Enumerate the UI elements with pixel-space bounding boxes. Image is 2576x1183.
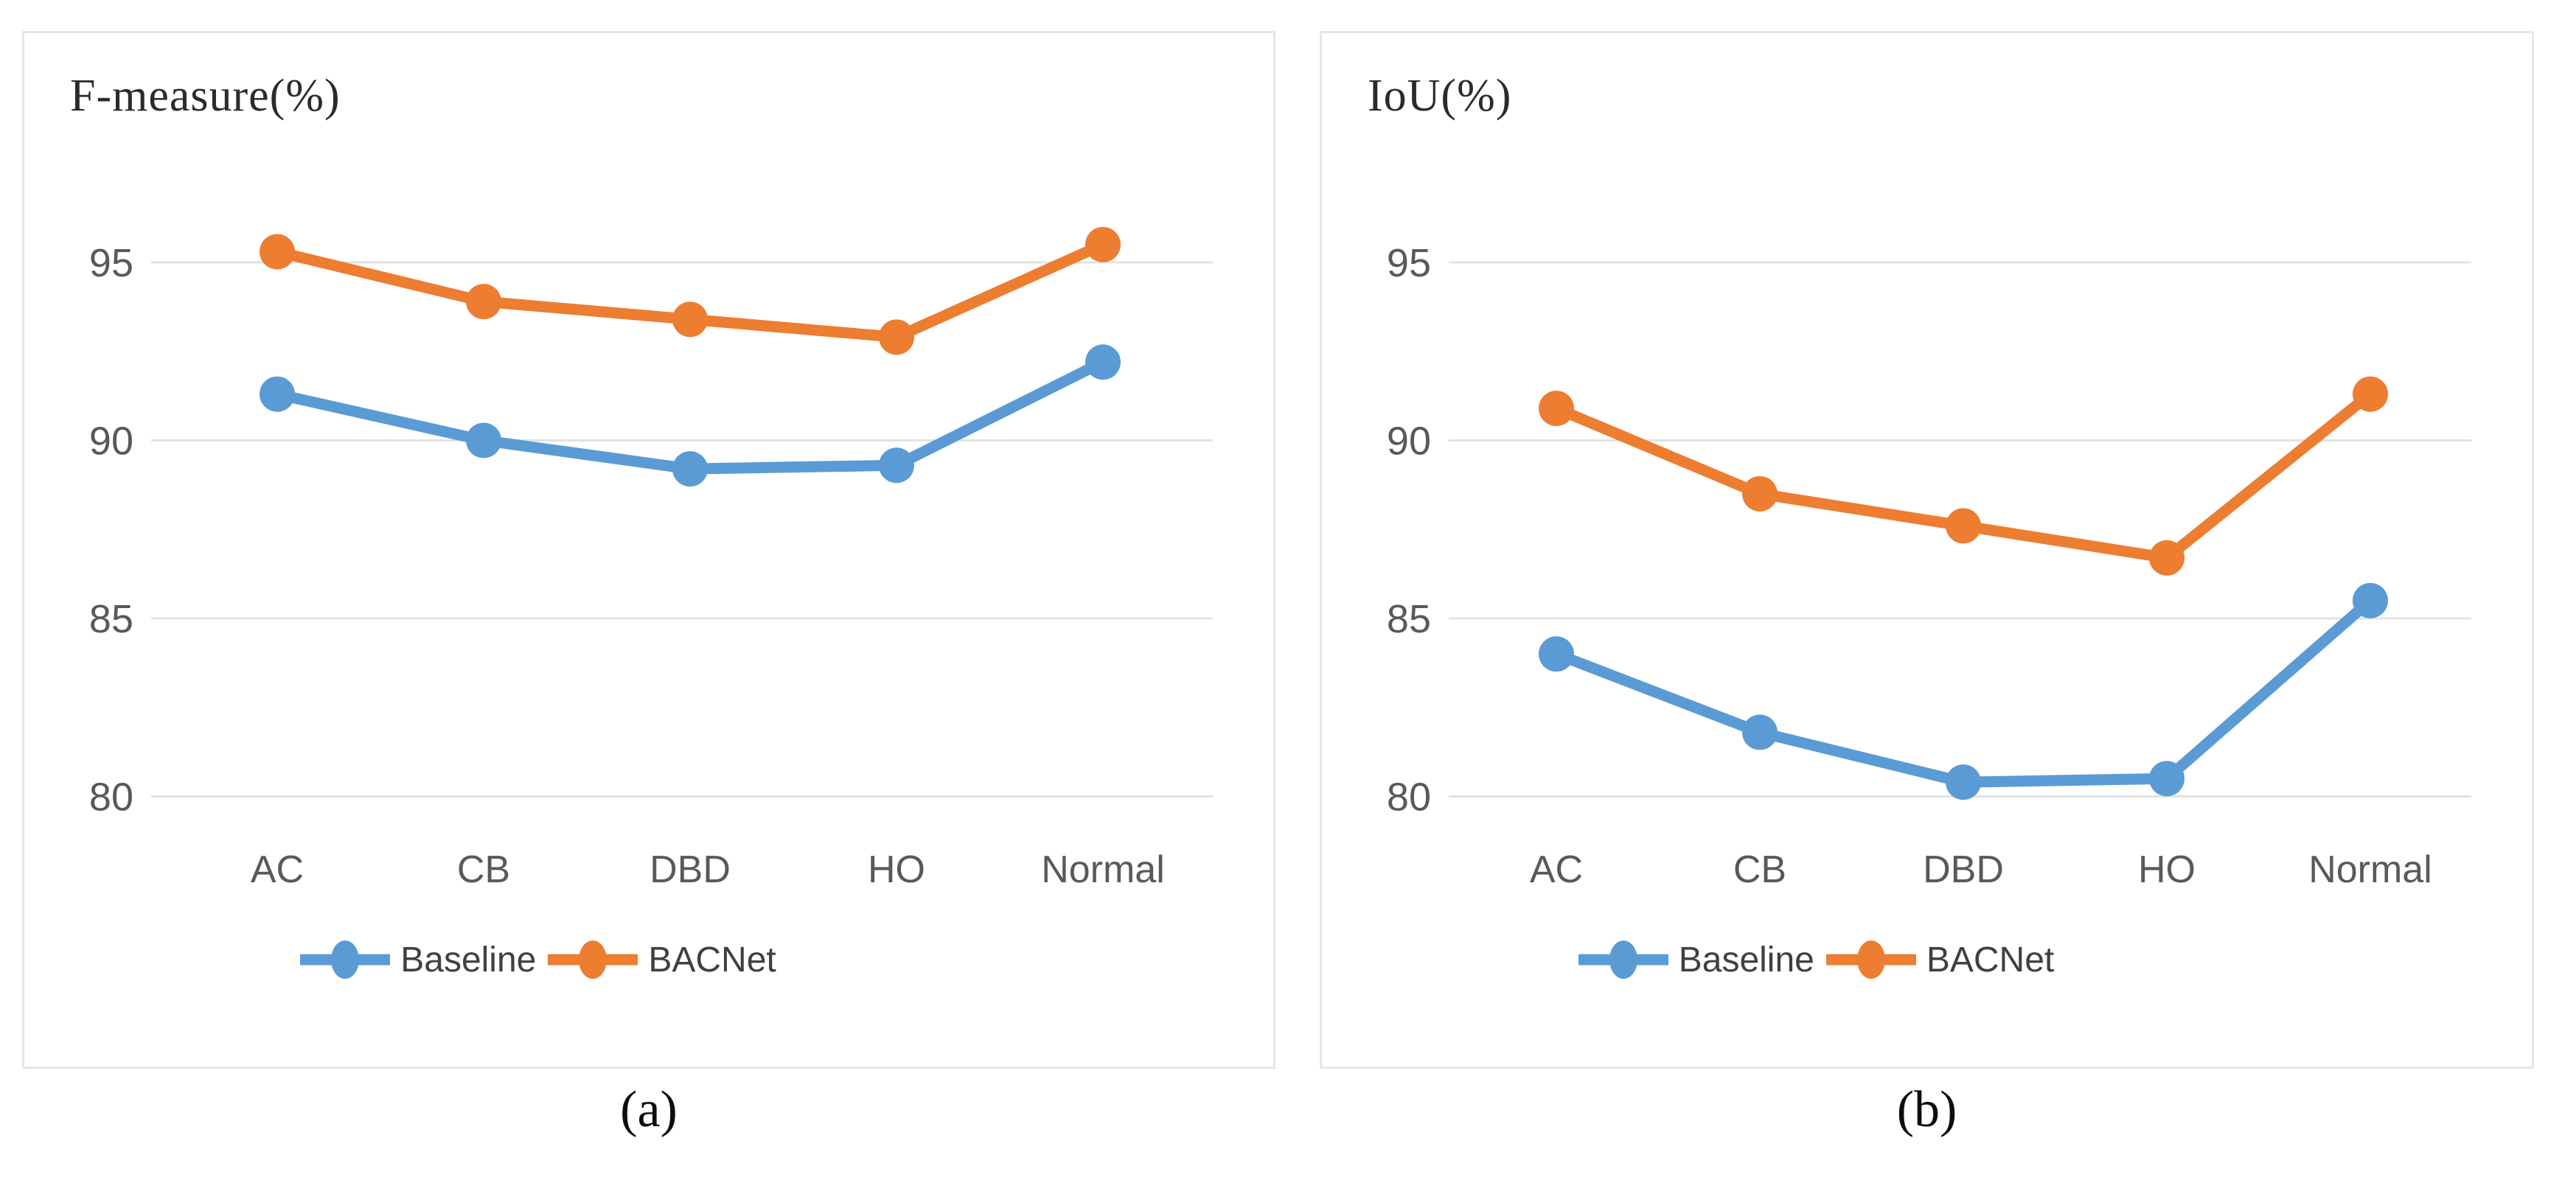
data-point-bacnet-ac xyxy=(260,234,295,270)
y-tick-label: 80 xyxy=(89,775,133,820)
x-category-label: CB xyxy=(457,848,510,891)
legend: Baseline BACNet xyxy=(1322,934,2311,985)
data-point-bacnet-normal xyxy=(1085,226,1121,262)
y-tick-label: 85 xyxy=(89,597,133,641)
legend-item-bacnet: BACNet xyxy=(548,939,776,980)
legend-label: Baseline xyxy=(1678,940,1814,980)
data-point-baseline-normal xyxy=(2353,582,2388,618)
data-point-bacnet-normal xyxy=(2353,376,2388,412)
subfigure-caption-a: (a) xyxy=(620,1081,678,1138)
data-point-baseline-dbd xyxy=(1946,764,1981,800)
data-point-baseline-normal xyxy=(1085,344,1121,380)
x-category-label: AC xyxy=(1530,848,1583,891)
x-category-label: HO xyxy=(2138,848,2196,891)
legend-label: Baseline xyxy=(400,940,537,980)
x-category-label: DBD xyxy=(650,848,731,891)
data-point-baseline-dbd xyxy=(672,451,708,487)
data-point-bacnet-cb xyxy=(466,284,501,320)
line-chart-f-measure: 95 90 85 80 AC CB DBD HO Normal xyxy=(89,226,1213,891)
chart-title: F-measure(%) xyxy=(70,71,341,121)
data-point-bacnet-dbd xyxy=(1946,508,1981,544)
data-point-baseline-cb xyxy=(1742,714,1778,750)
legend-swatch-baseline-icon xyxy=(1578,941,1668,979)
x-category-label: Normal xyxy=(1041,848,1165,891)
x-category-label: Normal xyxy=(2308,848,2432,891)
data-point-baseline-ho xyxy=(879,447,914,484)
legend-swatch-bacnet-icon xyxy=(1825,941,1916,979)
legend: Baseline BACNet xyxy=(24,934,1052,985)
chart-title: IoU(%) xyxy=(1368,71,1512,121)
y-tick-label: 80 xyxy=(1387,775,1431,820)
legend-label: BACNet xyxy=(648,940,776,980)
data-point-bacnet-cb xyxy=(1742,475,1778,512)
y-tick-label: 90 xyxy=(1387,419,1431,464)
data-point-bacnet-ho xyxy=(879,319,914,355)
data-point-baseline-ac xyxy=(260,376,295,412)
data-point-baseline-ho xyxy=(2149,761,2185,797)
legend-item-bacnet: BACNet xyxy=(1825,939,2055,980)
data-point-bacnet-ac xyxy=(1539,391,1574,427)
chart-panel-b: IoU(%) 95 90 85 80 AC CB DBD HO Normal Baseline … xyxy=(1320,31,2534,1069)
legend-swatch-bacnet-icon xyxy=(548,941,638,979)
x-category-label: AC xyxy=(251,848,304,891)
legend-label: BACNet xyxy=(1926,940,2055,980)
x-category-label: HO xyxy=(868,848,925,891)
x-category-label: DBD xyxy=(1923,848,2004,891)
data-point-baseline-ac xyxy=(1539,636,1574,672)
legend-swatch-baseline-icon xyxy=(300,941,391,979)
x-category-label: CB xyxy=(1733,848,1786,891)
y-tick-label: 95 xyxy=(1387,241,1431,285)
y-tick-label: 90 xyxy=(89,419,133,464)
subfigure-caption-b: (b) xyxy=(1896,1081,1957,1138)
y-tick-label: 95 xyxy=(89,241,133,285)
line-chart-iou: 95 90 85 80 AC CB DBD HO Normal xyxy=(1387,241,2471,891)
data-point-baseline-cb xyxy=(466,422,501,458)
data-point-bacnet-ho xyxy=(2149,540,2185,576)
series-line-baseline xyxy=(1550,595,2376,788)
data-point-bacnet-dbd xyxy=(672,301,708,338)
chart-panel-a: F-measure(%) 95 90 85 80 AC CB DBD HO Normal Bas… xyxy=(22,31,1275,1069)
legend-item-baseline: Baseline xyxy=(300,939,536,980)
legend-item-baseline: Baseline xyxy=(1578,939,1814,980)
y-tick-label: 85 xyxy=(1387,597,1431,641)
